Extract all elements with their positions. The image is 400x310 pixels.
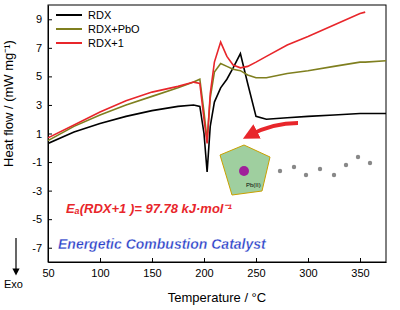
y-tick: -5: [32, 213, 52, 225]
x-axis-title: Temperature / °C: [168, 290, 266, 305]
y-tick: 7: [36, 42, 52, 54]
y-tick: 3: [36, 99, 52, 111]
x-tick-mark: [100, 258, 101, 262]
y-tick: -1: [32, 156, 52, 168]
legend-item: RDX+PbO: [56, 23, 140, 35]
y-tick-mark: [48, 19, 52, 20]
x-tick-label: 200: [195, 267, 213, 279]
y-tick-label: -1: [32, 156, 42, 168]
y-tick: -7: [32, 242, 52, 254]
y-tick-mark: [48, 162, 52, 163]
x-tick-mark: [360, 258, 361, 262]
plot: 50 100 150 200 250 300 350 -7 -5 -3 -1 1 3 5 7 9 RDX RDX+…: [32, 5, 386, 279]
molecule-atom: [368, 161, 372, 165]
x-tick: 200: [195, 258, 213, 279]
y-tick-label: 7: [36, 42, 42, 54]
x-tick: 300: [299, 258, 317, 279]
x-tick-label: 100: [91, 267, 109, 279]
y-tick: 9: [36, 13, 52, 25]
y-tick-label: 1: [36, 128, 42, 140]
molecule-atom: [292, 165, 296, 169]
x-tick: 150: [143, 258, 161, 279]
molecule-atom: [278, 169, 282, 173]
pointer-arrow: [250, 123, 298, 135]
x-tick-label: 250: [247, 267, 265, 279]
y-axis-title: Heat flow / (mW mg⁻¹): [1, 40, 16, 167]
x-tick-mark: [152, 258, 153, 262]
legend-swatch: [56, 28, 82, 30]
legend-label: RDX+1: [88, 37, 124, 49]
x-axis-line: [49, 262, 387, 263]
legend-swatch: [56, 14, 82, 16]
molecule-atom: [318, 167, 322, 171]
plot-frame: [48, 5, 386, 262]
legend-swatch: [56, 42, 82, 44]
legend-item: RDX: [56, 9, 112, 21]
legend: RDX RDX+PbO RDX+1: [56, 9, 140, 49]
polyhedron: [220, 145, 270, 195]
series-line: [48, 12, 365, 143]
y-tick-mark: [48, 134, 52, 135]
structure-graphic: [220, 123, 372, 195]
y-tick-mark: [48, 248, 52, 249]
y-axis: -7 -5 -3 -1 1 3 5 7 9: [32, 6, 52, 263]
x-tick: 100: [91, 258, 109, 279]
molecule-atom: [344, 163, 348, 167]
molecule-atom: [304, 173, 308, 177]
legend-item: RDX+1: [56, 37, 124, 49]
exo-arrow: [15, 238, 16, 272]
x-tick-label: 300: [299, 267, 317, 279]
annotation: Pb(II): [246, 182, 261, 188]
y-tick-label: 3: [36, 99, 42, 111]
series-line: [48, 61, 386, 141]
metal-atom: [239, 166, 249, 176]
x-tick-mark: [204, 258, 205, 262]
x-tick-label: 350: [351, 267, 369, 279]
y-tick-mark: [48, 219, 52, 220]
annotation: Eₐ(RDX+1 )= 97.78 kJ·mol⁻¹: [66, 201, 232, 216]
chart: 50 100 150 200 250 300 350 -7 -5 -3 -1 1 3 5 7 9 RDX RDX+…: [0, 0, 400, 310]
legend-label: RDX: [88, 9, 112, 21]
y-tick-label: -3: [32, 185, 42, 197]
y-tick-mark: [48, 105, 52, 106]
x-tick-mark: [256, 258, 257, 262]
molecule-atom: [356, 155, 360, 159]
annotation: Energetic Combustion Catalyst: [58, 236, 267, 252]
series-group: [48, 12, 386, 172]
x-tick: 250: [247, 258, 265, 279]
exo-label: Exo: [4, 278, 23, 290]
y-tick-label: -5: [32, 213, 42, 225]
y-tick-label: 9: [36, 13, 42, 25]
y-tick: -3: [32, 185, 52, 197]
x-tick-label: 50: [42, 267, 54, 279]
x-axis: 50 100 150 200 250 300 350: [42, 258, 386, 279]
x-tick: 350: [351, 258, 369, 279]
x-tick-mark: [308, 258, 309, 262]
legend-label: RDX+PbO: [88, 23, 140, 35]
x-tick-label: 150: [143, 267, 161, 279]
y-tick-mark: [48, 191, 52, 192]
y-tick-label: -7: [32, 242, 42, 254]
y-tick-mark: [48, 48, 52, 49]
y-tick: 5: [36, 70, 52, 82]
y-tick-mark: [48, 76, 52, 77]
molecule-atom: [332, 173, 336, 177]
y-tick-label: 5: [36, 70, 42, 82]
